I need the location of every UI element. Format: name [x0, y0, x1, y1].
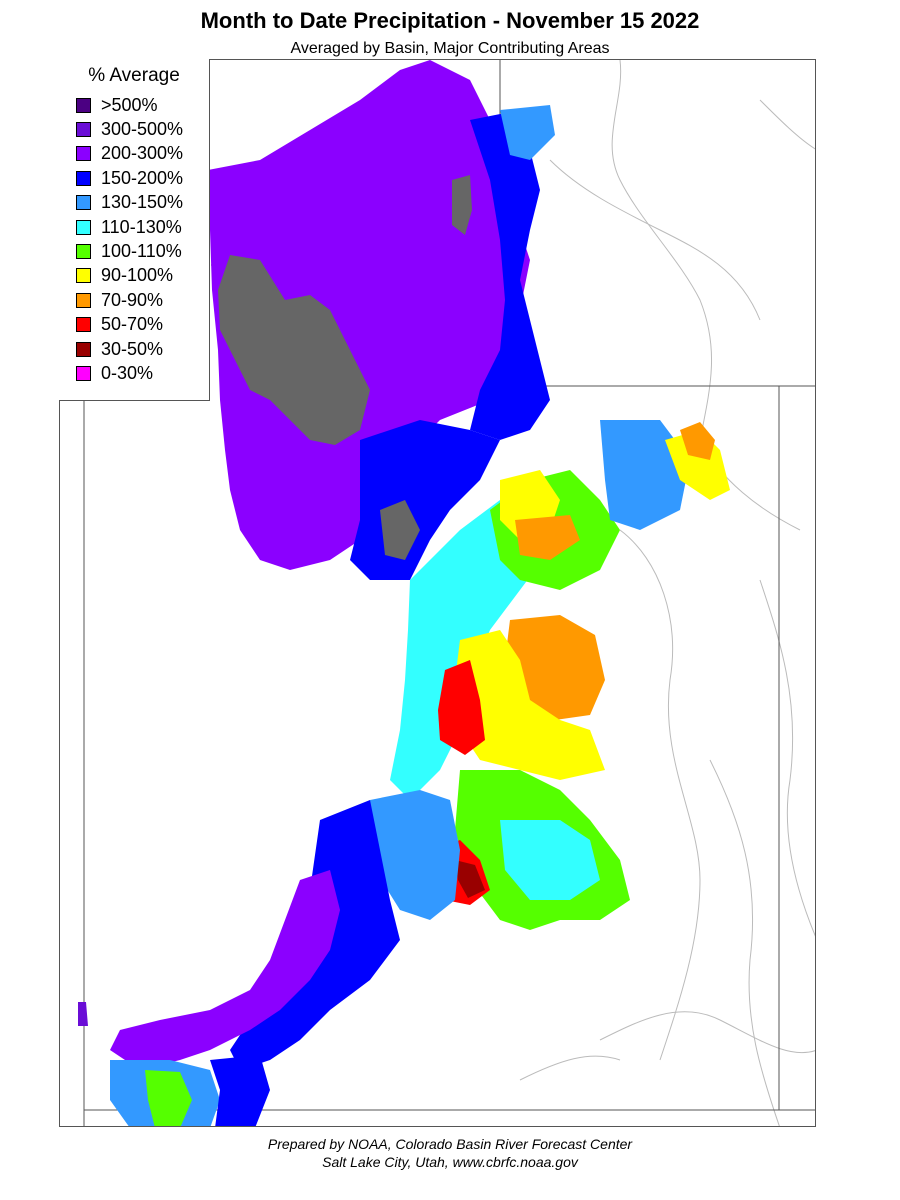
- legend-item: 110-130%: [59, 215, 209, 239]
- basin-130-150-upper-east: [600, 420, 690, 530]
- map-legend: % Average >500% 300-500% 200-300% 150-200% 1…: [59, 59, 210, 401]
- legend-rows: >500% 300-500% 200-300% 150-200% 130-150% 110…: [59, 93, 209, 386]
- precipitation-map: [59, 59, 816, 1127]
- no-data-great-salt-lake: [218, 255, 370, 445]
- map-title: Month to Date Precipitation - November 1…: [200, 8, 700, 33]
- basin-90-100-topright: [665, 430, 730, 500]
- legend-item: 30-50%: [59, 337, 209, 361]
- legend-label: 200-300%: [101, 143, 184, 164]
- legend-item: 90-100%: [59, 264, 209, 288]
- legend-label: 130-150%: [101, 192, 184, 213]
- credit-line-2: Salt Lake City, Utah, www.cbrfc.noaa.gov: [322, 1154, 578, 1170]
- legend-label: 0-30%: [101, 362, 154, 383]
- basin-70-90-upper: [515, 515, 580, 560]
- no-data-utah-lake: [380, 500, 420, 560]
- basin-100-110-southwest: [145, 1070, 192, 1126]
- legend-item: 100-110%: [59, 239, 209, 263]
- legend-swatch: [76, 292, 91, 308]
- basin-30-50-lower: [455, 860, 485, 898]
- legend-swatch: [76, 341, 91, 357]
- legend-swatch: [76, 146, 91, 162]
- basin-150-200-southwest: [210, 1055, 270, 1126]
- basin-130-150-northeast: [500, 105, 555, 160]
- legend-item: 0-30%: [59, 361, 209, 385]
- legend-label: 100-110%: [101, 241, 182, 262]
- legend-item: 150-200%: [59, 166, 209, 190]
- basin-90-100-central: [455, 630, 605, 780]
- legend-swatch: [76, 170, 91, 186]
- basin-300-500-southwest: [78, 1002, 88, 1026]
- legend-item: 300-500%: [59, 117, 209, 141]
- basin-110-130-lower: [500, 820, 600, 900]
- legend-item: >500%: [59, 93, 209, 117]
- legend-swatch: [76, 365, 91, 381]
- legend-swatch: [76, 97, 91, 113]
- legend-label: 150-200%: [101, 167, 184, 188]
- map-subtitle: Averaged by Basin, Major Contributing Ar…: [290, 40, 610, 57]
- legend-swatch: [76, 317, 91, 333]
- legend-swatch: [76, 244, 91, 260]
- legend-title: % Average: [88, 65, 180, 86]
- legend-label: 70-90%: [101, 289, 164, 310]
- legend-label: 300-500%: [101, 119, 184, 140]
- basin-map-svg: [78, 60, 815, 1126]
- legend-swatch: [76, 268, 91, 284]
- no-data-north-patch: [452, 175, 472, 235]
- legend-swatch: [76, 195, 91, 211]
- basin-200-300-north: [208, 60, 530, 570]
- river-lines: [519, 60, 815, 1126]
- credit-line-1: Prepared by NOAA, Colorado Basin River F…: [267, 1136, 633, 1152]
- basin-150-200-northeast: [470, 110, 550, 440]
- legend-item: 70-90%: [59, 288, 209, 312]
- basin-130-150-lower: [365, 790, 460, 920]
- basin-200-300-lower-west: [110, 870, 340, 1070]
- legend-label: 110-130%: [101, 216, 182, 237]
- legend-item: 130-150%: [59, 191, 209, 215]
- basin-regions: [78, 60, 730, 1126]
- legend-label: >500%: [101, 94, 158, 115]
- legend-item: 50-70%: [59, 313, 209, 337]
- legend-label: 50-70%: [101, 314, 164, 335]
- basin-70-90-central: [505, 615, 605, 720]
- legend-swatch: [76, 122, 91, 138]
- legend-label: 30-50%: [101, 338, 164, 359]
- legend-label: 90-100%: [101, 265, 174, 286]
- legend-item: 200-300%: [59, 142, 209, 166]
- basin-50-70-central: [438, 660, 485, 755]
- basin-70-90-topright: [680, 422, 715, 460]
- legend-swatch: [76, 219, 91, 235]
